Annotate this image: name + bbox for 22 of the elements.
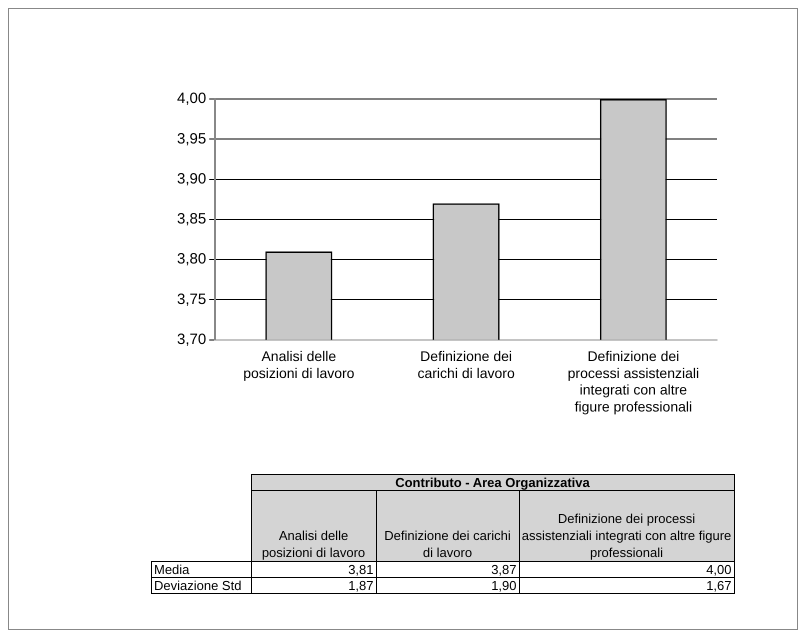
category-label: Definizione dei carichi di lavoro <box>384 528 511 560</box>
text: 3,81 <box>251 562 376 578</box>
y-tick-label: 3,90 <box>176 170 206 188</box>
y-tick-label: 3,95 <box>176 130 206 148</box>
text: 1,67 <box>519 578 734 594</box>
text: 1,90 <box>376 578 519 594</box>
category-label: Definizione dei processi assistenziali integrati con altre figure professionali <box>522 511 732 560</box>
text: 3,87 <box>376 562 519 578</box>
category-label: Analisi delle posizioni di lavoro <box>262 528 366 560</box>
y-tick-label: 3,70 <box>176 330 206 348</box>
text: Deviazione Std <box>152 578 251 594</box>
x-tick-label: Definizione dei processi assistenziali integrati con altre figure professionali <box>568 348 700 414</box>
y-tick-label: 3,80 <box>176 250 206 268</box>
text: 1,87 <box>251 578 376 594</box>
x-tick-label: Analisi delle posizioni di lavoro <box>243 348 355 381</box>
x-tick-label: Definizione dei carichi di lavoro <box>417 348 515 381</box>
text: Media <box>152 562 251 578</box>
text: 4,00 <box>519 562 734 578</box>
y-tick-label: 3,85 <box>176 210 206 228</box>
text: Contributo - Area Organizzativa <box>251 474 734 490</box>
y-tick-label: 4,00 <box>176 90 206 108</box>
y-tick-label: 3,75 <box>176 290 206 308</box>
